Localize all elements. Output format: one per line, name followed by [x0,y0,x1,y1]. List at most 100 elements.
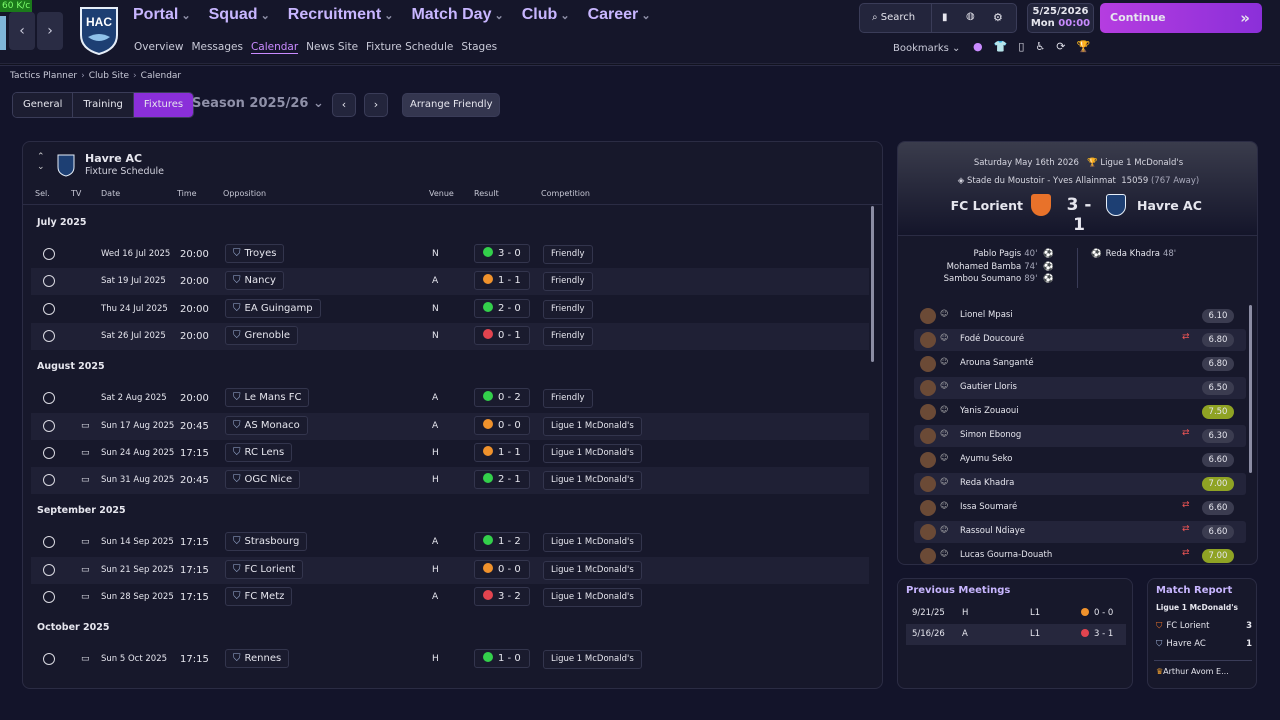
player-row[interactable]: ☺ Rassoul Ndiaye ⇄ 6.60 [914,521,1246,543]
result-pill[interactable]: 2 - 0 [474,298,530,318]
submenu-item[interactable]: Fixture Schedule [366,41,454,53]
select-radio[interactable] [43,302,55,315]
tab[interactable]: Training [72,93,133,117]
opponent-pill[interactable]: ⛉ Nancy [225,271,284,291]
fixture-row[interactable]: Sat 2 Aug 2025 20:00 ⛉ Le Mans FC A 0 - 2 Frie… [31,385,869,412]
meeting-row[interactable]: 5/16/26 A L1 3 - 1 [906,624,1126,645]
player-row[interactable]: ☺ Simon Ebonog ⇄ 6.30 [914,425,1246,447]
breadcrumb-item[interactable]: Calendar [140,71,182,81]
player-row[interactable]: ☺ Issa Soumaré ⇄ 6.60 [914,497,1246,519]
player-row[interactable]: ☺ Lionel Mpasi 6.10 [914,305,1246,327]
bookmark-icon[interactable]: ● [973,40,983,53]
forward-button[interactable]: › [37,12,63,50]
select-radio[interactable] [43,275,55,288]
breadcrumb-item[interactable]: Tactics Planner [10,71,78,81]
result-pill[interactable]: 2 - 1 [474,470,530,490]
bookmark-icon[interactable]: ⟳ [1056,40,1066,53]
tab[interactable]: General [13,93,73,117]
opponent-pill[interactable]: ⛉ FC Metz [225,587,293,606]
fixture-row[interactable]: Sat 19 Jul 2025 20:00 ⛉ Nancy A 1 - 1 Friendly [31,268,869,296]
club-badge[interactable]: HAC [78,5,120,55]
submenu-item[interactable]: News Site [306,41,359,53]
globe-button[interactable]: ◍ [966,11,975,22]
fixture-row[interactable]: ▭ Sun 31 Aug 2025 20:45 ⛉ OGC Nice H 2 - 1 Ligu… [31,467,869,495]
tab[interactable]: Fixtures [132,93,194,117]
select-radio[interactable] [43,563,55,576]
select-radio[interactable] [43,419,55,432]
fixture-row[interactable]: Thu 24 Jul 2025 20:00 ⛉ EA Guingamp N 2 - 0 Fr… [31,296,869,323]
menu-item[interactable]: Portal [133,6,191,24]
fixture-row[interactable]: ▭ Sun 28 Sep 2025 17:15 ⛉ FC Metz A 3 - 2 Ligue… [31,584,869,611]
search-button[interactable]: ⌕ Search [860,4,932,32]
prev-season[interactable]: ‹ [332,93,356,117]
result-pill[interactable]: 3 - 0 [474,244,530,263]
player-row[interactable]: ☺ Reda Khadra 7.00 [914,473,1246,495]
player-row[interactable]: ☺ Gautier Lloris 6.50 [914,377,1246,399]
arrange-friendly-button[interactable]: Arrange Friendly [402,93,501,117]
result-pill[interactable]: 3 - 2 [474,587,530,606]
settings-button[interactable]: ⚙ [993,11,1003,24]
fixture-row[interactable]: ▭ Sun 14 Sep 2025 17:15 ⛉ Strasbourg A 1 - 2 Li… [31,529,869,556]
select-radio[interactable] [43,392,55,405]
result-pill[interactable]: 1 - 1 [474,442,530,462]
bookmark-icon[interactable]: ▯ [1018,40,1025,53]
bookmark-icon[interactable]: 🏆 [1076,40,1091,53]
submenu-item[interactable]: Overview [134,41,184,53]
submenu-item[interactable]: Messages [191,41,243,53]
player-row[interactable]: ☺ Ayumu Seko 6.60 [914,449,1246,471]
fixture-row[interactable]: Sat 26 Jul 2025 20:00 ⛉ Grenoble N 0 - 1 Frien… [31,322,869,350]
opponent-pill[interactable]: ⛉ Rennes [225,649,290,669]
player-row[interactable]: ☺ Fodé Doucouré ⇄ 6.80 [914,329,1246,351]
player-row[interactable]: ☺ Lucas Gourna-Douath ⇄ 7.00 [914,545,1246,564]
result-pill[interactable]: 1 - 0 [474,649,530,669]
menu-item[interactable]: Career [588,6,651,24]
date-box[interactable]: 5/25/2026 Mon 00:00 [1027,3,1094,33]
submenu-item[interactable]: Stages [461,41,498,53]
select-radio[interactable] [43,536,55,549]
opponent-pill[interactable]: ⛉ Strasbourg [225,532,308,552]
season-select[interactable]: Season 2025/26 ⌄ [192,96,324,111]
opponent-pill[interactable]: ⛉ FC Lorient [225,559,304,579]
bookmark-icon[interactable]: 👕 [993,40,1008,53]
player-row[interactable]: ☺ Arouna Sanganté 6.80 [914,353,1246,375]
notes-button[interactable]: ▮ [942,12,948,23]
result-pill[interactable]: 0 - 0 [474,415,530,435]
continue-button[interactable]: Continue» [1100,3,1262,33]
fixture-row[interactable]: ▭ Sun 5 Oct 2025 17:15 ⛉ Rennes H 1 - 0 Ligue 1… [31,646,869,673]
bookmark-icon[interactable]: ♿ [1035,40,1046,53]
meeting-row[interactable]: 9/21/25 H L1 0 - 0 [906,603,1126,624]
result-pill[interactable]: 0 - 1 [474,325,530,345]
fixture-row[interactable]: ▭ Sun 24 Aug 2025 17:15 ⛉ RC Lens H 1 - 1 Ligue… [31,440,869,467]
result-pill[interactable]: 1 - 2 [474,532,530,552]
opponent-pill[interactable]: ⛉ Grenoble [225,325,299,345]
select-radio[interactable] [43,248,55,260]
result-pill[interactable]: 1 - 1 [474,271,530,291]
fixture-row[interactable]: ▭ Sun 21 Sep 2025 17:15 ⛉ FC Lorient H 0 - 0 Li… [31,556,869,584]
submenu-item[interactable]: Calendar [250,41,299,54]
collapse-toggle[interactable]: ⌃ ⌄ [37,152,45,172]
menu-item[interactable]: Recruitment [288,6,394,24]
bookmarks-button[interactable]: Bookmarks ⌄ [893,43,961,54]
select-radio[interactable] [43,591,55,603]
opponent-pill[interactable]: ⛉ OGC Nice [225,470,301,490]
result-pill[interactable]: 0 - 2 [474,388,530,408]
fixture-row[interactable]: Wed 16 Jul 2025 20:00 ⛉ Troyes N 3 - 0 Friendl… [31,241,869,268]
fixture-row[interactable]: ▭ Sun 17 Aug 2025 20:45 ⛉ AS Monaco A 0 - 0 Lig… [31,412,869,440]
menu-item[interactable]: Squad [209,6,270,24]
menu-item[interactable]: Match Day [411,6,503,24]
opponent-pill[interactable]: ⛉ Le Mans FC [225,388,310,408]
select-radio[interactable] [43,329,55,342]
result-pill[interactable]: 0 - 0 [474,559,530,579]
next-season[interactable]: › [364,93,388,117]
menu-item[interactable]: Club [522,6,570,24]
select-radio[interactable] [43,653,55,666]
opponent-pill[interactable]: ⛉ EA Guingamp [225,298,321,318]
select-radio[interactable] [43,474,55,487]
breadcrumb-item[interactable]: Club Site [88,71,130,81]
opponent-pill[interactable]: ⛉ RC Lens [225,442,293,462]
back-button[interactable]: ‹ [9,12,35,50]
select-radio[interactable] [43,446,55,459]
opponent-pill[interactable]: ⛉ Troyes [225,244,285,263]
opponent-pill[interactable]: ⛉ AS Monaco [225,415,308,435]
player-row[interactable]: ☺ Yanis Zouaoui 7.50 [914,401,1246,423]
